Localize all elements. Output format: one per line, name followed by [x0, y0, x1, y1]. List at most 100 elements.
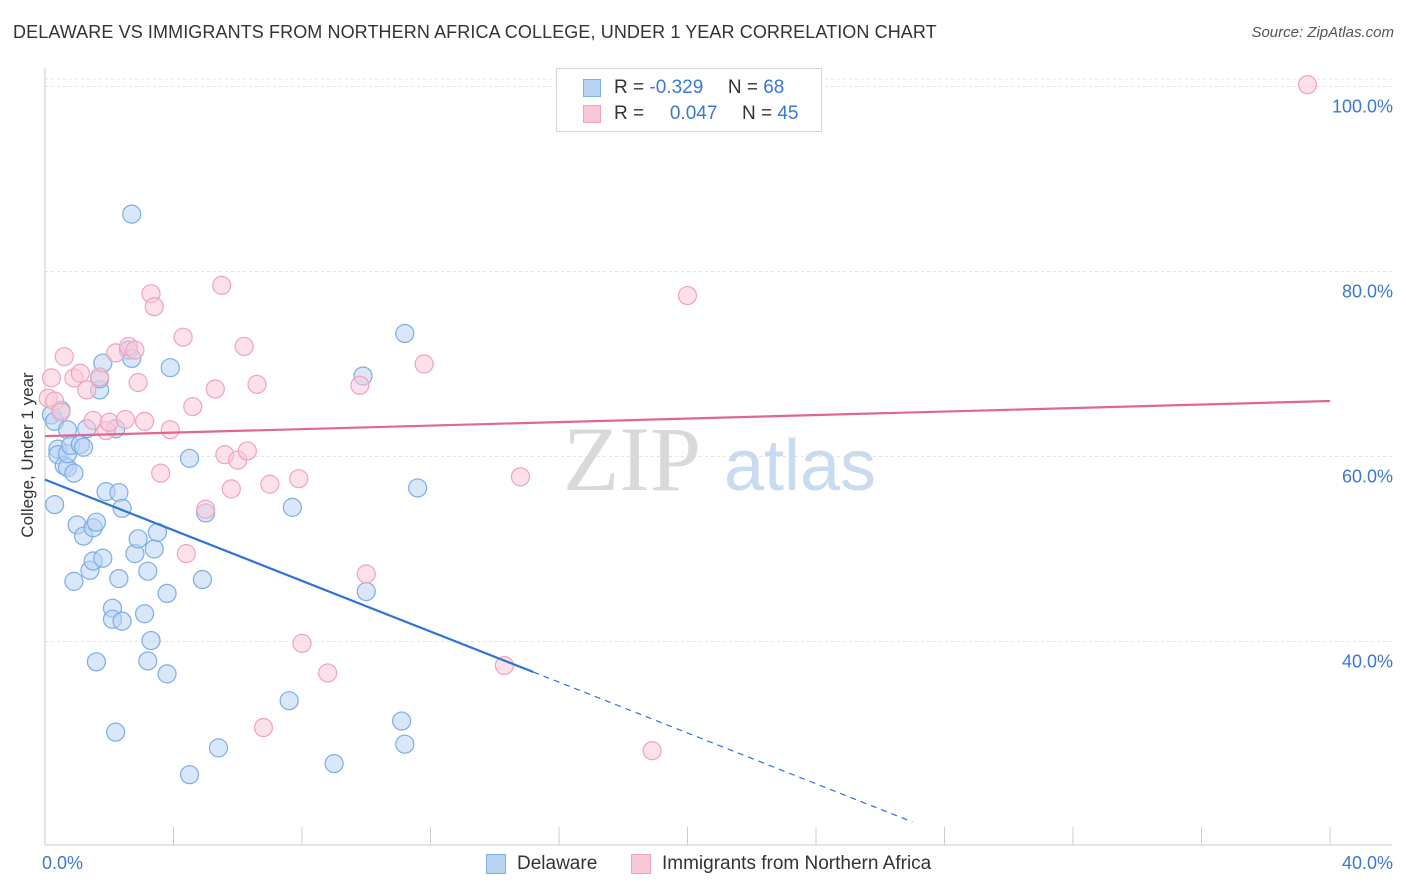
- point-immigrants: [1297, 75, 1318, 95]
- point-delaware: [128, 529, 148, 549]
- point-immigrants: [90, 367, 110, 387]
- point-immigrants: [144, 297, 164, 317]
- point-delaware: [160, 358, 180, 378]
- point-immigrants: [205, 379, 225, 399]
- point-delaware: [109, 482, 129, 503]
- point-immigrants: [253, 717, 274, 738]
- point-immigrants: [289, 469, 309, 489]
- point-immigrants: [350, 375, 370, 395]
- point-delaware: [391, 711, 412, 731]
- trend-line-immigrants: [44, 399, 1331, 438]
- point-immigrants: [414, 354, 434, 374]
- point-immigrants: [134, 411, 155, 431]
- point-delaware: [279, 691, 299, 711]
- point-delaware: [192, 569, 213, 590]
- y-tick-label: 80.0%: [1342, 282, 1393, 302]
- point-immigrants: [292, 633, 312, 653]
- point-immigrants: [183, 396, 203, 417]
- point-delaware: [64, 463, 84, 483]
- point-immigrants: [642, 741, 662, 761]
- n-label: N =: [741, 103, 773, 124]
- axes: [44, 68, 1392, 846]
- point-immigrants: [247, 374, 267, 394]
- trend-line-delaware: [44, 478, 534, 674]
- point-immigrants: [160, 420, 180, 440]
- trend-lines: [44, 399, 1331, 823]
- point-immigrants: [70, 363, 90, 383]
- point-delaware: [112, 611, 132, 631]
- point-delaware: [134, 604, 155, 624]
- point-delaware: [106, 722, 126, 742]
- legend-label-immigrants: Immigrants from Northern Africa: [662, 853, 932, 874]
- point-immigrants: [115, 409, 135, 430]
- grid-lines: [45, 78, 1392, 642]
- n-value-immigrants: 45: [777, 103, 799, 124]
- data-points: [38, 75, 1318, 785]
- n-label: N =: [727, 77, 758, 98]
- point-immigrants: [318, 663, 338, 683]
- watermark-atlas: atlas: [724, 426, 876, 506]
- point-immigrants: [237, 441, 257, 461]
- point-delaware: [395, 734, 415, 754]
- point-immigrants: [173, 327, 193, 347]
- point-immigrants: [677, 285, 698, 306]
- r-label: R =: [614, 103, 645, 124]
- point-delaware: [109, 568, 129, 589]
- point-delaware: [208, 738, 229, 758]
- watermark-zip: ZIP: [563, 408, 701, 510]
- point-immigrants: [125, 340, 145, 360]
- y-tick-label: 40.0%: [1342, 652, 1393, 672]
- point-immigrants: [221, 479, 241, 499]
- point-delaware: [86, 512, 107, 532]
- point-delaware: [122, 204, 142, 224]
- point-delaware: [141, 630, 161, 651]
- point-delaware: [93, 548, 113, 568]
- point-immigrants: [77, 380, 97, 400]
- point-immigrants: [494, 655, 514, 676]
- point-immigrants: [54, 347, 74, 367]
- point-delaware: [157, 664, 177, 684]
- y-tick-label: 100.0%: [1332, 97, 1393, 117]
- point-immigrants: [234, 336, 254, 357]
- point-delaware: [324, 753, 344, 774]
- tick-labels: 40.0% 60.0% 80.0% 100.0% 0.0% 40.0%: [42, 97, 1393, 874]
- point-immigrants: [212, 275, 232, 295]
- point-immigrants: [41, 368, 62, 388]
- r-value-delaware: -0.329: [649, 77, 704, 98]
- legend-swatch-delaware: [583, 79, 601, 97]
- r-label: R =: [614, 77, 645, 98]
- r-value-immigrants: 0.047: [669, 103, 718, 124]
- chart-title: DELAWARE VS IMMIGRANTS FROM NORTHERN AFR…: [13, 22, 937, 42]
- point-immigrants: [99, 412, 119, 432]
- point-delaware: [64, 571, 84, 591]
- point-delaware: [179, 448, 200, 468]
- point-delaware: [395, 323, 415, 344]
- legend-swatch-delaware: [486, 854, 506, 874]
- x-tick-label: 40.0%: [1342, 853, 1393, 873]
- point-delaware: [73, 437, 94, 457]
- trend-line-delaware-extension: [533, 671, 913, 823]
- point-immigrants: [196, 499, 216, 519]
- point-delaware: [45, 495, 65, 515]
- point-immigrants: [260, 474, 280, 494]
- point-immigrants: [151, 463, 171, 483]
- point-delaware: [86, 652, 107, 672]
- point-delaware: [157, 583, 177, 604]
- y-axis-label: College, Under 1 year: [18, 372, 37, 538]
- point-delaware: [179, 765, 200, 785]
- source-label: Source: ZipAtlas.com: [1251, 24, 1394, 41]
- point-delaware: [282, 497, 302, 517]
- legend-label-delaware: Delaware: [517, 853, 598, 874]
- point-immigrants: [176, 544, 196, 564]
- x-tick-label: 0.0%: [42, 853, 83, 873]
- point-delaware: [408, 478, 428, 498]
- point-delaware: [138, 561, 158, 581]
- point-delaware: [138, 651, 158, 671]
- legend-swatch-immigrants: [583, 105, 601, 123]
- point-immigrants: [356, 564, 376, 584]
- point-delaware: [356, 581, 376, 602]
- y-tick-label: 60.0%: [1342, 467, 1393, 487]
- point-immigrants: [51, 402, 71, 422]
- point-delaware: [144, 539, 164, 559]
